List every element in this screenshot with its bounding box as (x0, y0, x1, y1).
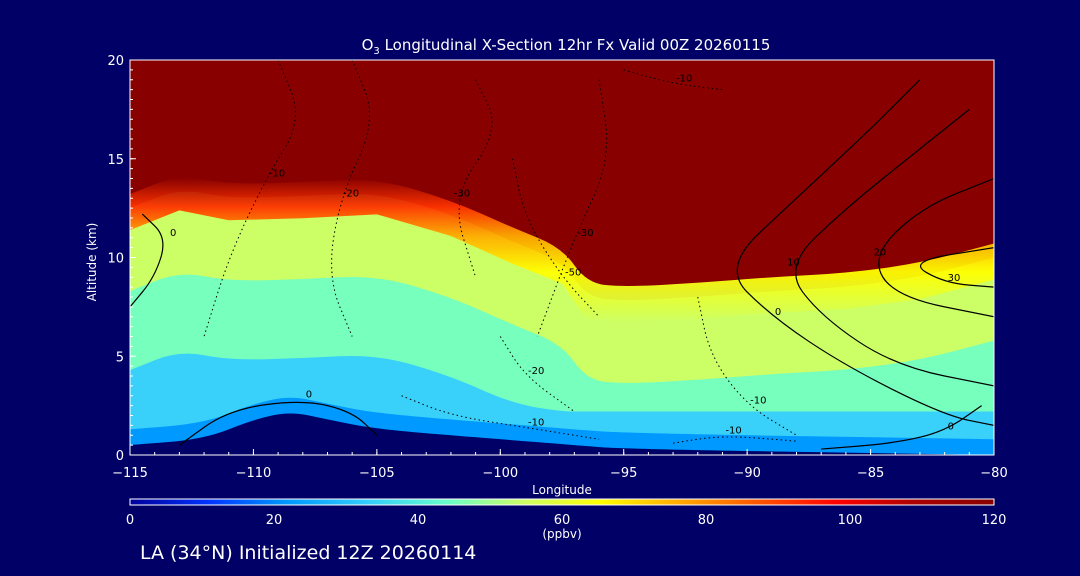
colorbar-unit: (ppbv) (542, 527, 581, 541)
contour-line-7 (697, 296, 797, 436)
plot-area: -10 -20 -30 -50 -30 -20 -10 -10 -10 -10 0 10 20 30 0 0 0 (130, 60, 994, 455)
contour-label-9: -10 (725, 425, 741, 436)
init-footer: LA (34°N) Initialized 12Z 20260114 (140, 542, 477, 564)
colorbar-tick-label-0: 0 (126, 513, 134, 528)
x-axis-label: Longitude (532, 483, 592, 497)
x-tick-label-1: −110 (236, 466, 272, 481)
contour-line-6 (401, 395, 600, 440)
y-tick-label-0: 0 (116, 449, 124, 464)
contour-label-2: -30 (454, 188, 470, 199)
contour-line-14 (130, 213, 164, 308)
contour-label-1: -20 (343, 188, 359, 199)
y-tick-label-2: 10 (107, 252, 124, 267)
y-axis: 0 5 10 15 20 (107, 54, 136, 464)
contour-line-2 (458, 79, 493, 278)
contour-line-12 (878, 177, 994, 318)
contour-label-0: -10 (269, 169, 285, 180)
y-axis-label: Altitude (km) (85, 223, 99, 302)
colorbar-tick-label-6: 120 (982, 513, 1007, 528)
title-species: O (362, 36, 374, 54)
x-tick-label-0: −115 (112, 466, 148, 481)
contour-label-13: 30 (948, 273, 961, 284)
y-tick-label-1: 5 (116, 350, 124, 365)
x-tick-label-4: −95 (610, 466, 637, 481)
title-rest: Longitudinal X-Section 12hr Fx Valid 00Z… (380, 36, 771, 54)
contour-line-10 (736, 79, 994, 426)
contour-line-16 (821, 405, 982, 450)
x-tick-label-2: −105 (359, 466, 395, 481)
x-tick-label-6: −85 (857, 466, 884, 481)
contour-label-14: 0 (170, 228, 176, 239)
contour-label-6: -10 (528, 417, 544, 428)
contour-line-13 (920, 247, 994, 288)
colorbar-tick-label-3: 60 (554, 513, 571, 528)
x-tick-label-7: −80 (980, 466, 1007, 481)
terrain-surface (130, 413, 994, 455)
contour-label-15: 0 (306, 390, 312, 401)
contour-line-15 (179, 401, 378, 446)
contour-label-8: -10 (676, 74, 692, 85)
contour-label-4: -30 (577, 228, 593, 239)
contour-label-5: -20 (528, 366, 544, 377)
contour-label-7: -10 (750, 396, 766, 407)
colorbar-tick-label-4: 80 (698, 513, 715, 528)
contour-line-11 (795, 108, 994, 387)
contour-line-3 (512, 158, 600, 318)
colorbar-tick-label-2: 40 (410, 513, 427, 528)
colorbar-tick-label-1: 20 (266, 513, 283, 528)
contour-layer: -10 -20 -30 -50 -30 -20 -10 -10 -10 -10 0 10 20 30 0 0 0 (130, 60, 994, 450)
x-tick-label-3: −100 (482, 466, 518, 481)
x-axis: −115 −110 −105 −100 −95 −90 −85 −80 (112, 449, 1008, 481)
contour-line-4 (536, 79, 608, 337)
x-tick-label-5: −90 (733, 466, 760, 481)
chart-title: O3 Longitudinal X-Section 12hr Fx Valid … (362, 36, 771, 57)
y-tick-label-3: 15 (107, 153, 124, 168)
contour-label-10: 0 (775, 307, 781, 318)
colorbar-ticks: 0 20 40 60 80 100 120 (126, 513, 1007, 528)
colorbar-tick-label-5: 100 (838, 513, 863, 528)
contour-line-5 (499, 336, 575, 412)
contour-label-12: 20 (874, 248, 887, 259)
contour-label-16: 0 (948, 421, 954, 432)
tropopause-transition-band (130, 177, 994, 323)
colorbar (129, 498, 995, 506)
contour-label-3: -50 (565, 267, 581, 278)
y-tick-label-4: 20 (107, 54, 124, 69)
contour-label-11: 10 (787, 257, 800, 268)
title-subscript: 3 (373, 46, 379, 57)
